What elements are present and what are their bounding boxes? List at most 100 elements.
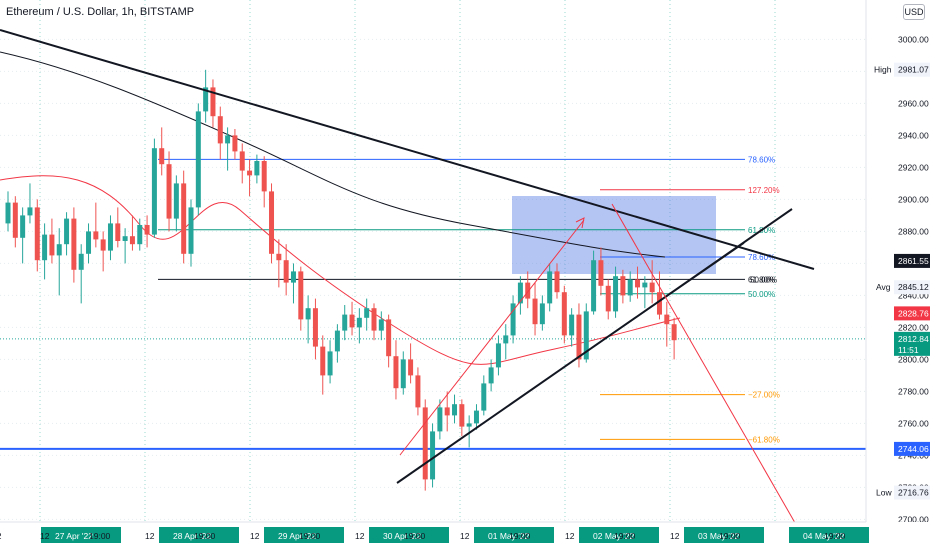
candle-body	[20, 215, 26, 238]
candle-body	[400, 359, 406, 389]
fib-50-b-label: 50.00%	[748, 290, 775, 299]
fib-61-8-mid-label: 61.80%	[748, 275, 775, 284]
candle-body	[649, 282, 655, 293]
time-tick-label: 29 Apr '22	[278, 531, 316, 541]
candle-body	[188, 207, 194, 254]
candle-body	[364, 308, 370, 318]
time-tick-label: 03 May '22	[698, 531, 740, 541]
high-value-bg	[894, 62, 930, 77]
candle-body	[459, 404, 465, 427]
candle-body	[86, 231, 92, 254]
time-tick-label: 02 May '22	[593, 531, 635, 541]
candle-body	[422, 407, 428, 480]
candle-body	[195, 111, 201, 208]
candle-body	[181, 183, 187, 254]
time-tick-label: 28 Apr '22	[173, 531, 211, 541]
candle-body	[671, 324, 677, 341]
candle-body	[371, 308, 377, 331]
price-tick-label: 2820.00	[898, 322, 929, 332]
candle-body	[144, 225, 150, 235]
candle-body	[430, 431, 436, 480]
time-tick-label: 12	[670, 531, 680, 541]
candle-body	[276, 253, 282, 261]
candle-body	[166, 164, 172, 219]
currency-button[interactable]: USD	[903, 4, 925, 20]
candle-body	[569, 314, 575, 336]
candle-body	[312, 308, 318, 347]
candle-body	[42, 234, 48, 261]
candle-body	[34, 207, 40, 261]
price-tick-label: 2760.00	[898, 418, 929, 428]
candle-body	[642, 282, 648, 288]
time-tick-label: 01 May '22	[488, 531, 530, 541]
candle-body	[378, 319, 384, 331]
time-tick-label: 19:00	[614, 531, 636, 541]
price-tick-label: 2900.00	[898, 194, 929, 204]
countdown-timer: 11:51	[898, 345, 919, 355]
last-price-value: 2812.84	[898, 334, 929, 344]
fib-78-6-mid-label: 78.60%	[748, 253, 775, 262]
price-tick-label: 2700.00	[898, 514, 929, 524]
candle-body	[613, 276, 619, 312]
candle-body	[605, 285, 611, 312]
candle-body	[137, 225, 143, 245]
fib-neg-61-8-label: −61.80%	[748, 435, 780, 444]
candle-body	[320, 346, 326, 376]
candle-body	[56, 244, 62, 256]
candle-body	[503, 335, 509, 344]
candle-body	[27, 207, 33, 216]
candle-body	[452, 404, 458, 416]
candle-body	[554, 271, 560, 293]
candle-body	[408, 359, 414, 376]
candle-body	[334, 330, 340, 352]
support-value-text: 2744.06	[898, 444, 929, 454]
candle-body	[444, 407, 450, 416]
candle-body	[437, 407, 443, 432]
candle-body	[122, 236, 128, 241]
price-tick-label: 2800.00	[898, 354, 929, 364]
time-tick-label: 19:00	[824, 531, 846, 541]
candle-body	[525, 282, 531, 299]
time-tick-label: 12	[0, 531, 2, 541]
time-tick-label: 12	[460, 531, 470, 541]
candle-body	[620, 276, 626, 296]
fib-78-6-top-label: 78.60%	[748, 155, 775, 164]
price-tick-label: 2880.00	[898, 226, 929, 236]
candle-body	[247, 170, 253, 176]
time-tick-label: 27 Apr '22	[55, 531, 93, 541]
candle-body	[12, 202, 18, 238]
candle-body	[561, 292, 567, 336]
candle-body	[210, 87, 216, 117]
time-tick-label: 12	[40, 531, 50, 541]
candle-body	[151, 148, 157, 235]
candle-body	[64, 218, 70, 245]
low-value-text: 2716.76	[898, 488, 929, 498]
time-tick-label: 19:00	[509, 531, 531, 541]
candle-body	[78, 253, 84, 270]
candle-body	[305, 308, 311, 320]
candle-body	[107, 223, 113, 251]
candle-body	[232, 135, 238, 152]
price-tick-label: 2920.00	[898, 162, 929, 172]
candle-body	[261, 161, 267, 192]
price-tick-label: 2960.00	[898, 98, 929, 108]
arrowhead-up	[575, 217, 585, 229]
candle-body	[342, 314, 348, 331]
candle-body	[532, 298, 538, 325]
fib-127-2-label: 127.20%	[748, 186, 780, 195]
candle-body	[115, 223, 121, 241]
time-label-bg	[159, 527, 239, 543]
time-tick-label: 30 Apr '22	[383, 531, 421, 541]
time-tick-label: 19:00	[299, 531, 321, 541]
candle-body	[298, 271, 304, 320]
candle-body	[598, 260, 604, 286]
time-label-bg	[41, 527, 121, 543]
candle-body	[627, 279, 633, 296]
candle-body	[495, 343, 501, 368]
time-tick-label: 12	[355, 531, 365, 541]
avg-value-bg	[894, 280, 930, 295]
time-tick-label: 19:00	[194, 531, 216, 541]
candle-body	[269, 191, 275, 254]
candle-body	[664, 314, 670, 325]
